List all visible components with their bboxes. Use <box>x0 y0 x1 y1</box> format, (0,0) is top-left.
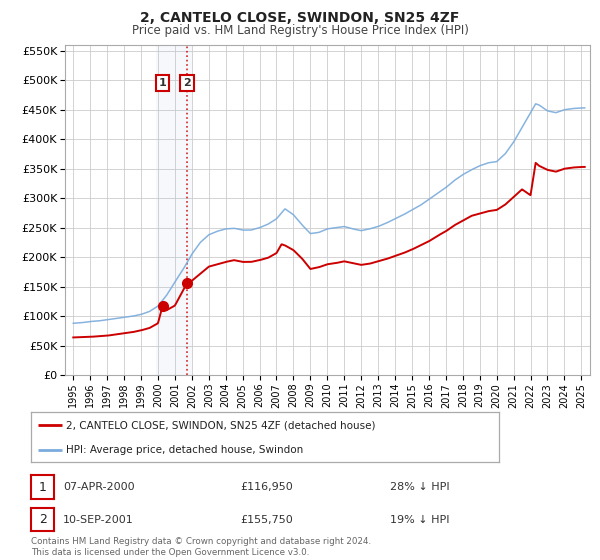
Text: 1: 1 <box>38 480 47 494</box>
Text: 2, CANTELO CLOSE, SWINDON, SN25 4ZF (detached house): 2, CANTELO CLOSE, SWINDON, SN25 4ZF (det… <box>66 420 376 430</box>
Bar <box>156 45 192 375</box>
Text: 2: 2 <box>183 78 191 88</box>
Text: Price paid vs. HM Land Registry's House Price Index (HPI): Price paid vs. HM Land Registry's House … <box>131 24 469 37</box>
Text: Contains HM Land Registry data © Crown copyright and database right 2024.: Contains HM Land Registry data © Crown c… <box>31 537 371 546</box>
Text: 07-APR-2000: 07-APR-2000 <box>63 482 134 492</box>
Text: This data is licensed under the Open Government Licence v3.0.: This data is licensed under the Open Gov… <box>31 548 310 557</box>
Text: HPI: Average price, detached house, Swindon: HPI: Average price, detached house, Swin… <box>66 445 304 455</box>
Text: 10-SEP-2001: 10-SEP-2001 <box>63 515 134 525</box>
Text: 28% ↓ HPI: 28% ↓ HPI <box>390 482 449 492</box>
Text: £155,750: £155,750 <box>240 515 293 525</box>
Text: 2: 2 <box>38 513 47 526</box>
Text: 19% ↓ HPI: 19% ↓ HPI <box>390 515 449 525</box>
Text: £116,950: £116,950 <box>240 482 293 492</box>
Text: 2, CANTELO CLOSE, SWINDON, SN25 4ZF: 2, CANTELO CLOSE, SWINDON, SN25 4ZF <box>140 11 460 25</box>
Text: 1: 1 <box>158 78 166 88</box>
